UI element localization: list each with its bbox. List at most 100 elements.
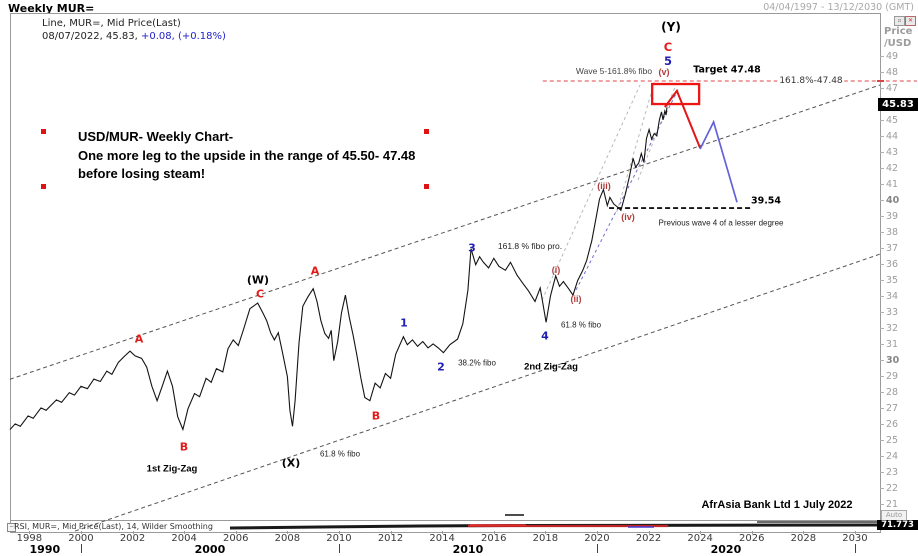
year-label: 2016 xyxy=(481,533,507,544)
price-tick xyxy=(880,424,884,426)
year-label: 2028 xyxy=(790,533,817,544)
annotation-label: (iv) xyxy=(621,212,635,222)
annotation-label: C xyxy=(663,40,673,54)
year-tick xyxy=(390,531,392,534)
price-tick-label: 34 xyxy=(886,290,899,302)
window-title: Weekly MUR= xyxy=(8,2,95,15)
decade-divider xyxy=(80,544,82,553)
target-box[interactable] xyxy=(651,82,701,106)
note-line-1: USD/MUR- Weekly Chart- xyxy=(78,129,234,144)
note-line-2: One more leg to the upside in the range … xyxy=(78,147,416,163)
price-tick xyxy=(880,120,884,122)
price-tick-label: 22 xyxy=(886,482,899,494)
price-tick-label: 44 xyxy=(886,130,899,142)
year-tick xyxy=(29,531,31,534)
year-tick xyxy=(803,531,805,534)
restore-icon[interactable]: ▫ xyxy=(894,16,905,26)
price-tick-label: 41 xyxy=(886,178,899,190)
annotation-label: A xyxy=(310,264,320,278)
annotation-label: (i) xyxy=(551,265,561,275)
price-tick-label: 30 xyxy=(886,354,900,366)
collapse-icon[interactable]: − xyxy=(7,523,16,532)
annotation-label: (iii) xyxy=(597,181,611,191)
price-tick-label: 42 xyxy=(886,162,899,174)
rsi-value-badge: 71.773 xyxy=(877,520,918,530)
decade-label: 1990 xyxy=(29,543,61,556)
price-tick xyxy=(880,88,884,90)
price-tick xyxy=(880,56,884,58)
legend-change: +0.08, (+0.18%) xyxy=(140,31,226,42)
year-tick xyxy=(700,531,702,534)
year-label: 2012 xyxy=(377,533,404,544)
price-tick-label: 25 xyxy=(886,434,899,446)
note-handle[interactable] xyxy=(41,129,46,134)
annotation-label: (X) xyxy=(281,456,301,470)
year-tick xyxy=(545,531,547,534)
year-label: 2000 xyxy=(68,533,94,544)
annotation-label: (ii) xyxy=(570,294,582,304)
annotation-label: C xyxy=(255,287,265,301)
price-tick-label: 36 xyxy=(886,258,899,270)
close-icon[interactable]: ✕ xyxy=(905,16,916,26)
blue-projection-line xyxy=(699,119,738,203)
price-tick xyxy=(880,248,884,250)
annotation-label: AfrAsia Bank Ltd 1 July 2022 xyxy=(701,499,853,511)
year-tick xyxy=(184,531,186,534)
pane-separator xyxy=(10,520,880,521)
price-tick-label: 40 xyxy=(886,194,900,206)
annotation-label: 61.8 % fibo xyxy=(560,320,602,330)
price-tick-label: 29 xyxy=(886,370,899,382)
price-tick xyxy=(880,392,884,394)
annotation-label: 2 xyxy=(437,360,445,374)
rsi-sparkline xyxy=(229,514,881,530)
year-tick xyxy=(596,531,598,534)
price-tick xyxy=(880,264,884,266)
date-range: 04/04/1997 - 13/12/2030 (GMT) xyxy=(763,2,914,13)
price-tick xyxy=(880,184,884,186)
price-tick xyxy=(880,328,884,330)
analyst-note[interactable]: USD/MUR- Weekly Chart- One more leg to t… xyxy=(78,128,415,184)
price-tick xyxy=(880,504,884,506)
annotation-label: 161.8%-47.48 xyxy=(777,76,845,86)
annotation-label: 61.8 % fibo xyxy=(319,449,361,459)
legend-series: Line, MUR=, Mid Price(Last) xyxy=(42,18,181,29)
price-tick-label: 45 xyxy=(886,114,899,126)
annotation-label: 2nd Zig-Zag xyxy=(524,361,578,373)
note-line-3: before losing steam! xyxy=(78,166,206,181)
year-label: 2004 xyxy=(171,533,197,544)
note-handle[interactable] xyxy=(424,129,429,134)
annotation-label: (W) xyxy=(246,273,270,287)
decade-divider xyxy=(854,544,856,553)
rsi-pane-label: RSI, MUR=, Mid Price(Last), 14, Wilder S… xyxy=(14,522,213,531)
price-tick xyxy=(880,408,884,410)
price-tick xyxy=(880,472,884,474)
year-tick xyxy=(338,531,340,534)
note-handle[interactable] xyxy=(41,184,46,189)
note-handle[interactable] xyxy=(424,184,429,189)
annotation-label: 38.2% fibo xyxy=(458,358,496,368)
plot-frame xyxy=(10,13,881,533)
price-tick-label: 32 xyxy=(886,322,899,334)
price-tick xyxy=(880,152,884,154)
annotation-label: 3 xyxy=(468,241,476,255)
year-label: 2022 xyxy=(635,533,662,544)
price-tick xyxy=(880,72,884,74)
year-tick xyxy=(132,531,134,534)
annotation-label: 1 xyxy=(400,316,408,330)
price-line xyxy=(9,107,668,432)
year-label: 2020 xyxy=(584,533,610,544)
annotation-label: B xyxy=(371,409,381,423)
red-projection-line xyxy=(663,88,702,149)
year-label: 2002 xyxy=(119,533,146,544)
annotation-label: Wave 5-161.8% fibo xyxy=(575,66,653,76)
price-tick xyxy=(880,296,884,298)
price-tick xyxy=(880,376,884,378)
price-tick-label: 23 xyxy=(886,466,899,478)
legend-quote: 08/07/2022, 45.83, +0.08, (+0.18%) xyxy=(42,31,226,42)
price-tick-label: 37 xyxy=(886,242,899,254)
price-tick xyxy=(880,216,884,218)
year-label: 2018 xyxy=(532,533,559,544)
year-tick xyxy=(80,531,82,534)
